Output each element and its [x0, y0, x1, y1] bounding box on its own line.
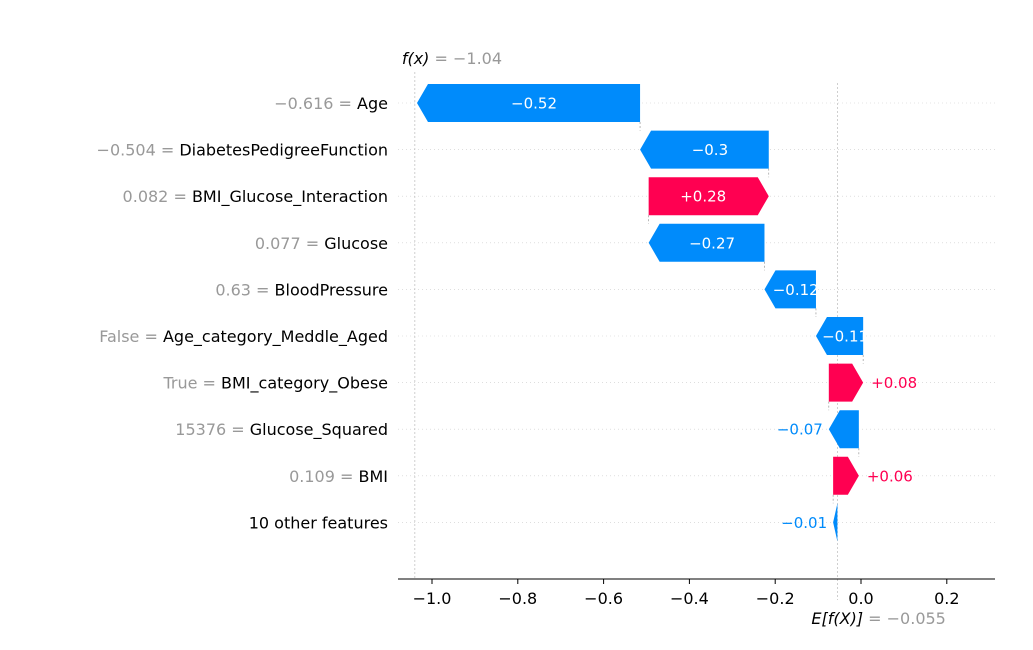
- feature-value: 0.63 =: [215, 280, 274, 299]
- feature-name: BMI_category_Obese: [221, 374, 388, 394]
- feature-labels-layer: −0.616 = Age −0.504 = DiabetesPedigreeFun…: [97, 94, 388, 532]
- feature-name: DiabetesPedigreeFunction: [179, 141, 388, 160]
- expected-value-annotation: E[f(X)] = −0.055: [811, 609, 945, 628]
- feature-label: 0.63 = BloodPressure: [215, 280, 388, 299]
- feature-name: Glucose: [324, 234, 388, 253]
- feature-name: BloodPressure: [275, 280, 388, 299]
- feature-value: 0.082 =: [123, 187, 192, 206]
- bar-value-label: +0.08: [871, 374, 917, 392]
- feature-label: 10 other features: [249, 513, 388, 532]
- negative-contribution-bar: [640, 130, 769, 169]
- bar-value-label: −0.01: [781, 514, 827, 532]
- bar-value-label: −0.12: [773, 281, 819, 299]
- bar-value-label: −0.07: [777, 421, 823, 439]
- negative-contribution-bar: [648, 223, 765, 262]
- x-tick-label: −0.6: [584, 589, 623, 608]
- feature-name: BMI: [359, 467, 389, 486]
- feature-value: 0.109 =: [289, 467, 358, 486]
- reference-lines: [414, 72, 864, 600]
- positive-contribution-bar: [648, 177, 769, 216]
- feature-label: −0.504 = DiabetesPedigreeFunction: [97, 141, 388, 160]
- feature-value: −0.504 =: [97, 141, 180, 160]
- negative-contribution-bar: [833, 503, 838, 542]
- bar-value-label: +0.06: [867, 467, 913, 485]
- expected-value: = −0.055: [863, 609, 946, 628]
- expected-value-symbol: E[f(X)]: [811, 609, 863, 628]
- feature-value: True =: [162, 374, 221, 393]
- x-tick-label: 0.0: [848, 589, 873, 608]
- x-tick-label: 0.2: [934, 589, 959, 608]
- feature-name: 10 other features: [249, 513, 388, 532]
- feature-label: False = Age_category_Meddle_Aged: [99, 327, 388, 347]
- negative-contribution-bar: [815, 317, 864, 355]
- bar-value-label: +0.28: [680, 188, 726, 206]
- feature-value: False =: [99, 327, 163, 346]
- x-tick-label: −0.2: [756, 589, 795, 608]
- feature-label: 0.082 = BMI_Glucose_Interaction: [123, 187, 388, 207]
- x-axis: −1.0 −0.8 −0.6 −0.4 −0.2 0.0 0.2: [398, 578, 995, 608]
- negative-contribution-bar: [828, 410, 859, 449]
- x-tick-label: −0.4: [670, 589, 709, 608]
- feature-name: Age_category_Meddle_Aged: [163, 327, 388, 347]
- fx-value: = −1.04: [429, 49, 502, 68]
- feature-label: True = BMI_category_Obese: [162, 374, 388, 394]
- fx-annotation: f(x) = −1.04: [402, 49, 502, 68]
- feature-value: 15376 =: [175, 420, 249, 439]
- bars-layer: −0.52 −0.3 +0.28 −0.27 −0.12 −0.11 +0.08 −0.07 +…: [416, 84, 917, 542]
- x-tick-label: −0.8: [498, 589, 537, 608]
- feature-label: 15376 = Glucose_Squared: [175, 420, 388, 440]
- positive-contribution-bar: [833, 456, 859, 495]
- x-tick-label: −1.0: [413, 589, 452, 608]
- negative-contribution-bar: [764, 270, 816, 309]
- feature-name: Age: [357, 94, 388, 113]
- bar-value-label: −0.3: [692, 141, 728, 159]
- feature-value: 0.077 =: [255, 234, 324, 253]
- feature-label: 0.077 = Glucose: [255, 234, 388, 253]
- positive-contribution-bar: [828, 363, 864, 402]
- feature-label: −0.616 = Age: [274, 94, 388, 113]
- feature-label: 0.109 = BMI: [289, 467, 388, 486]
- feature-name: BMI_Glucose_Interaction: [192, 187, 388, 207]
- bar-value-label: −0.52: [511, 95, 557, 113]
- bar-value-label: −0.27: [689, 234, 735, 252]
- feature-value: −0.616 =: [274, 94, 357, 113]
- negative-contribution-bar: [416, 84, 641, 122]
- bar-value-label: −0.11: [822, 328, 868, 346]
- feature-name: Glucose_Squared: [250, 420, 388, 440]
- fx-symbol: f(x): [402, 49, 430, 68]
